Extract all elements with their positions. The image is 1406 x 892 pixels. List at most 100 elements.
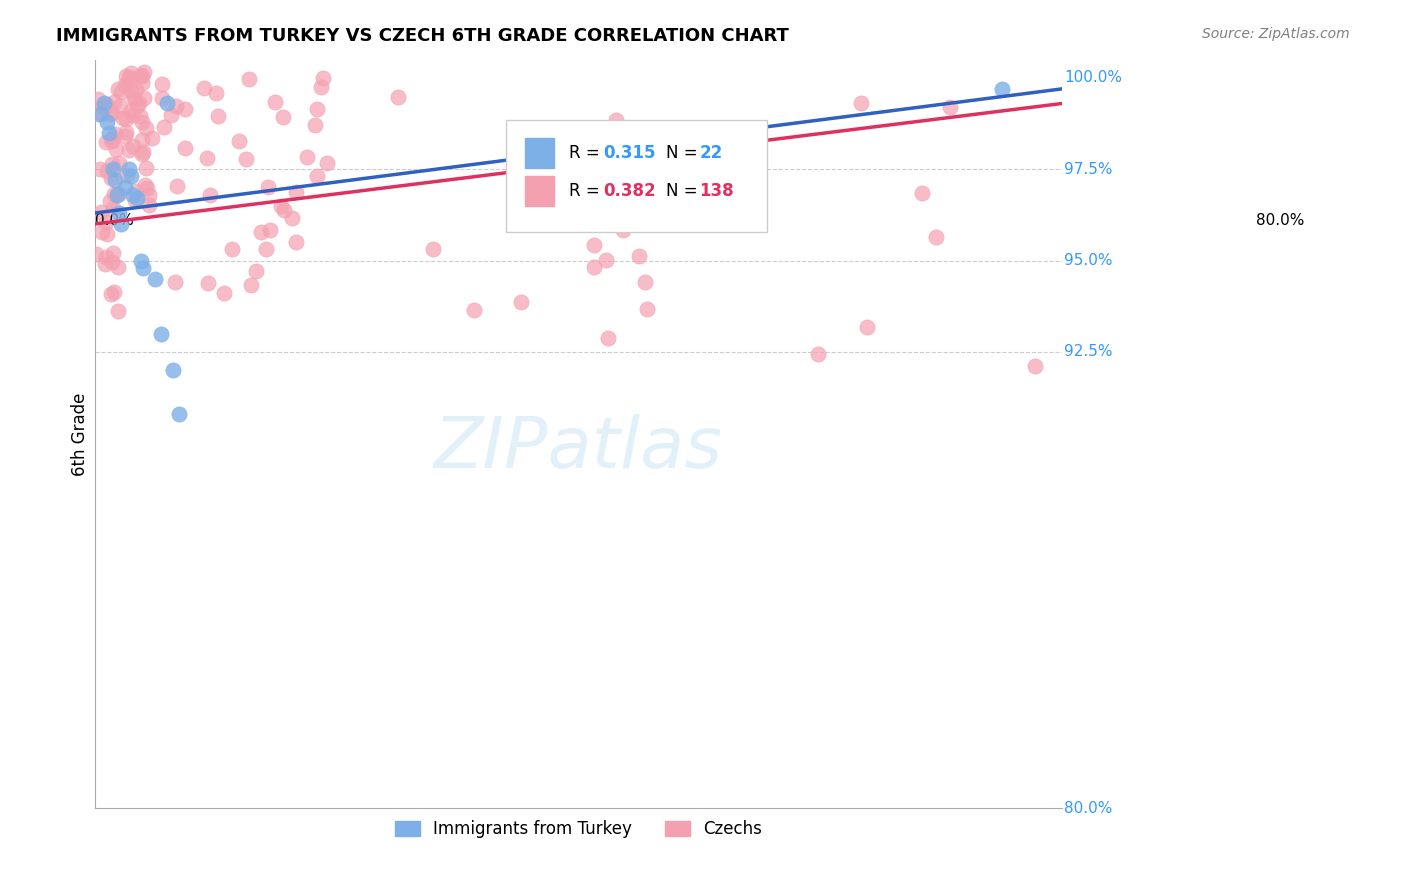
Text: R =: R = [569,182,605,200]
Point [100,105,122,120]
Point [315,155,337,169]
Point [135,120,157,135]
Point [101,156,124,170]
Point [235,152,257,166]
Point [150,326,173,341]
Point [582,238,605,252]
Point [96,98,118,112]
Point [96,227,118,242]
Text: 80.0%: 80.0% [1064,801,1112,816]
Point [90,107,112,121]
Y-axis label: 6th Grade: 6th Grade [72,392,89,475]
Point [271,111,294,125]
Point [94,257,117,271]
Point [100,171,122,186]
Point [128,96,150,111]
Point [101,201,124,215]
Bar [526,176,554,206]
Point [105,187,128,202]
Point [134,178,156,192]
Point [245,264,267,278]
Point [122,187,145,202]
Point [129,253,152,268]
Point [627,250,650,264]
Point [101,162,124,177]
Text: ZIPatlas: ZIPatlas [434,415,723,483]
Point [150,77,173,91]
Legend: Immigrants from Turkey, Czechs: Immigrants from Turkey, Czechs [388,814,769,845]
Text: 100.0%: 100.0% [1064,70,1122,86]
Point [193,81,215,95]
Point [89,161,111,176]
Point [110,99,132,113]
Point [115,112,138,127]
Point [90,205,112,219]
Point [285,185,308,199]
Point [107,81,129,95]
Point [166,178,188,193]
Point [174,141,197,155]
Point [93,96,115,111]
Point [124,185,146,199]
Point [122,108,145,122]
Point [807,347,830,361]
Point [228,135,250,149]
Point [94,250,117,264]
Point [174,102,197,116]
Point [422,242,444,256]
Point [101,135,124,149]
Point [256,179,278,194]
Text: 138: 138 [700,182,734,200]
Point [163,276,186,290]
Text: 22: 22 [700,145,723,162]
Point [129,68,152,82]
Point [197,276,219,290]
Text: N =: N = [665,145,703,162]
Point [110,86,132,100]
Point [138,197,160,211]
Point [159,108,181,122]
Point [463,302,485,317]
Point [104,173,127,187]
Point [259,223,281,237]
Bar [526,138,554,169]
Point [114,128,136,143]
Point [118,144,141,158]
Point [135,181,157,195]
Point [91,99,114,113]
Point [212,286,235,301]
Text: 92.5%: 92.5% [1064,344,1112,359]
Point [118,70,141,84]
Point [120,65,142,79]
Point [596,331,619,345]
Point [104,142,127,156]
Point [114,180,136,194]
Point [98,106,121,120]
Point [87,107,110,121]
Point [134,65,156,79]
Point [104,127,127,141]
Point [634,276,657,290]
Point [120,169,142,184]
Point [595,252,617,267]
Point [124,91,146,105]
Point [124,193,146,207]
Point [254,242,277,256]
Point [925,230,948,244]
Point [938,99,960,113]
Point [103,187,125,202]
Text: 0.382: 0.382 [603,182,655,200]
Point [108,156,131,170]
Point [108,186,131,201]
Point [90,225,112,239]
Point [101,254,124,268]
Point [297,150,319,164]
Point [118,162,141,177]
Text: 0.315: 0.315 [603,145,655,162]
Point [120,103,142,118]
Point [125,99,148,113]
Point [127,191,149,205]
Point [105,187,128,202]
Point [132,260,155,275]
Point [107,303,129,318]
